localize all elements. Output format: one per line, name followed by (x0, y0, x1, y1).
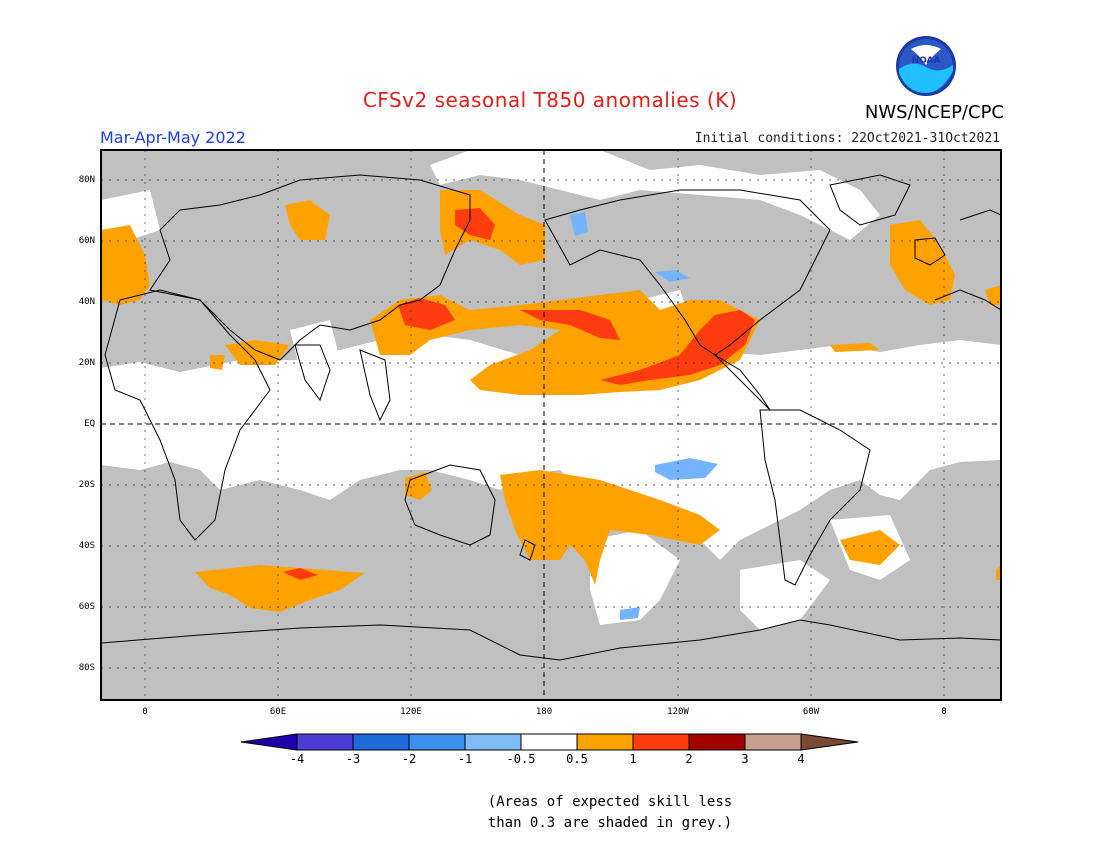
skill-note-line2: than 0.3 are shaded in grey.) (487, 815, 733, 831)
colorbar-label-neg1: -1 (457, 752, 473, 766)
lon-label-60w: 60W (802, 707, 820, 717)
neutral-regions (101, 150, 1001, 630)
colorbar-swatch (296, 733, 354, 751)
lon-label-120e: 120E (400, 707, 422, 717)
lon-label-60e: 60E (269, 707, 287, 717)
colorbar-label-neg0-5: -0.5 (506, 752, 536, 766)
colorbar-swatch (576, 733, 634, 751)
chart-title: CFSv2 seasonal T850 anomalies (K) (362, 88, 738, 112)
skill-note: (Areas of expected skill less than 0.3 a… (470, 792, 750, 834)
colorbar-swatch (520, 733, 578, 751)
coastlines (101, 174, 1001, 661)
colorbar-swatch (632, 733, 690, 751)
lat-label-20s: 20S (78, 480, 95, 490)
cool-anomaly-neg-0-5-to-neg-1 (570, 212, 718, 620)
colorbar-label-1: 1 (629, 752, 637, 766)
noaa-logo-text: NOAA (912, 56, 941, 66)
map-frame (100, 149, 1002, 701)
colorbar-swatch (352, 733, 410, 751)
lon-label-180: 180 (535, 707, 553, 717)
lon-label-0-left: 0 (142, 707, 148, 717)
colorbar-swatch (408, 733, 466, 751)
colorbar-label-2: 2 (685, 752, 693, 766)
colorbar-label-0-5: 0.5 (566, 752, 588, 766)
lat-label-80n: 80N (78, 175, 95, 185)
lat-label-20n: 20N (78, 358, 95, 368)
colorbar-swatch (464, 733, 522, 751)
colorbar-swatch (744, 733, 802, 751)
colorbar-arrow-low (240, 733, 298, 751)
colorbar-label-3: 3 (741, 752, 749, 766)
lat-label-60n: 60N (78, 236, 95, 246)
colorbar-swatch (688, 733, 746, 751)
skill-note-line1: (Areas of expected skill less (487, 794, 733, 810)
initial-conditions: Initial conditions: 22Oct2021-31Oct2021 (694, 131, 1000, 146)
colorbar-label-neg4: -4 (289, 752, 305, 766)
lon-label-0-right: 0 (941, 707, 947, 717)
colorbar-label-neg2: -2 (401, 752, 417, 766)
forecast-period: Mar-Apr-May 2022 (100, 128, 246, 147)
colorbar-label-neg3: -3 (345, 752, 361, 766)
lat-label-40s: 40S (78, 541, 95, 551)
lat-label-eq: EQ (84, 419, 95, 429)
gridlines (101, 150, 1001, 700)
lon-label-120w: 120W (667, 707, 689, 717)
agency-label: NWS/NCEP/CPC (864, 102, 1004, 123)
lat-label-40n: 40N (78, 297, 95, 307)
lat-label-80s: 80S (78, 663, 95, 673)
colorbar-label-4: 4 (797, 752, 805, 766)
warm-anomaly-1-to-2 (283, 208, 755, 580)
lat-label-60s: 60S (78, 602, 95, 612)
colorbar-arrow-high (800, 733, 859, 751)
noaa-logo: NOAA (896, 36, 956, 96)
